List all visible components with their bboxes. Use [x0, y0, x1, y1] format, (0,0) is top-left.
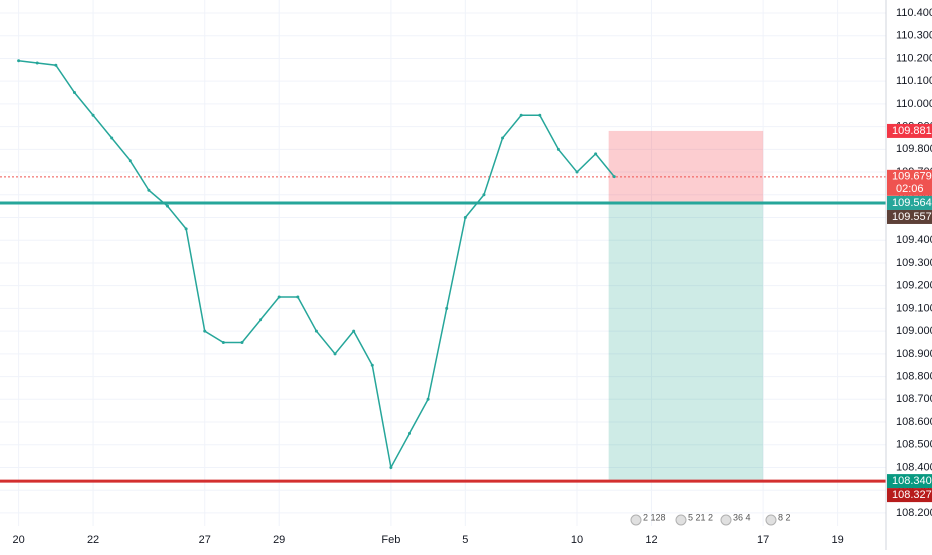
- price-point: [575, 170, 579, 174]
- countdown-bg: [887, 182, 932, 196]
- y-tick-label: 108.500: [896, 439, 932, 451]
- y-tick-label: 109.100: [896, 302, 932, 314]
- price-point: [482, 193, 486, 197]
- y-tick-label: 110.000: [896, 98, 932, 110]
- stop-zone: [608, 130, 764, 203]
- price-point: [501, 136, 505, 140]
- price-point: [184, 227, 188, 231]
- price-point: [519, 113, 523, 117]
- y-tick-label: 109.000: [896, 325, 932, 337]
- price-point: [147, 188, 151, 192]
- price-point: [612, 175, 616, 179]
- price-point: [277, 295, 281, 299]
- price-point: [333, 352, 337, 356]
- target-zone: [608, 202, 764, 482]
- price-point: [54, 63, 58, 67]
- event-icon: [765, 514, 777, 526]
- level-label: 109.557: [892, 211, 932, 223]
- price-point: [35, 61, 39, 65]
- event-icon: [630, 514, 642, 526]
- y-tick-label: 108.800: [896, 370, 932, 382]
- x-tick-label: 12: [645, 534, 657, 546]
- level-label-bg: [887, 474, 932, 489]
- price-point: [203, 329, 207, 333]
- y-tick-label: 110.400: [896, 7, 932, 19]
- event-label: 2 128: [643, 512, 666, 522]
- price-point: [426, 397, 430, 401]
- price-point: [463, 216, 467, 220]
- level-label-bg: [887, 123, 932, 138]
- level-label-bg: [887, 195, 932, 210]
- y-tick-label: 108.700: [896, 393, 932, 405]
- y-tick-label: 108.200: [896, 507, 932, 519]
- price-point: [72, 91, 76, 95]
- y-tick-label: 109.200: [896, 280, 932, 292]
- price-point: [259, 318, 263, 322]
- price-point: [314, 329, 318, 333]
- event-label: 8 2: [778, 512, 791, 522]
- x-tick-label: 20: [12, 534, 24, 546]
- level-label-bg: [887, 209, 932, 224]
- level-label-bg: [887, 488, 932, 503]
- y-tick-label: 110.300: [896, 30, 932, 42]
- price-point: [221, 340, 225, 344]
- level-label: 109.679: [892, 171, 932, 183]
- price-point: [240, 340, 244, 344]
- x-tick-label: 29: [273, 534, 285, 546]
- level-label: 108.327: [892, 489, 932, 501]
- y-tick-label: 109.800: [896, 143, 932, 155]
- event-label: 36 4: [733, 512, 751, 522]
- y-tick-label: 108.900: [896, 348, 932, 360]
- price-point: [166, 204, 170, 208]
- y-tick-label: 109.400: [896, 234, 932, 246]
- price-point: [407, 431, 411, 435]
- x-tick-label: 27: [199, 534, 211, 546]
- price-point: [556, 147, 560, 151]
- event-label: 5 21 2: [688, 512, 713, 522]
- price-point: [370, 363, 374, 367]
- x-tick-label: 10: [571, 534, 583, 546]
- price-point: [389, 465, 393, 469]
- price-point: [538, 113, 542, 117]
- price-point: [91, 113, 95, 117]
- level-label: 108.340: [892, 475, 932, 487]
- event-icon: [675, 514, 687, 526]
- y-tick-label: 108.400: [896, 461, 932, 473]
- price-line-series: [18, 59, 615, 470]
- x-tick-label: 19: [831, 534, 843, 546]
- price-point: [110, 136, 114, 140]
- countdown: 02:06: [896, 183, 924, 195]
- price-point: [296, 295, 300, 299]
- level-label: 109.564: [892, 197, 932, 209]
- x-tick-label: Feb: [381, 534, 400, 546]
- y-tick-label: 108.600: [896, 416, 932, 428]
- price-point: [128, 159, 132, 163]
- y-tick-label: 110.100: [896, 75, 932, 87]
- level-label-bg: [887, 169, 932, 184]
- price-point: [445, 306, 449, 310]
- y-tick-label: 109.300: [896, 257, 932, 269]
- price-point: [594, 152, 598, 156]
- price-point: [17, 59, 21, 63]
- y-tick-label: 110.200: [896, 52, 932, 64]
- level-label: 109.881: [892, 125, 932, 137]
- event-icon: [720, 514, 732, 526]
- x-tick-label: 5: [462, 534, 468, 546]
- x-tick-label: 17: [757, 534, 769, 546]
- price-point: [352, 329, 356, 333]
- x-tick-label: 22: [87, 534, 99, 546]
